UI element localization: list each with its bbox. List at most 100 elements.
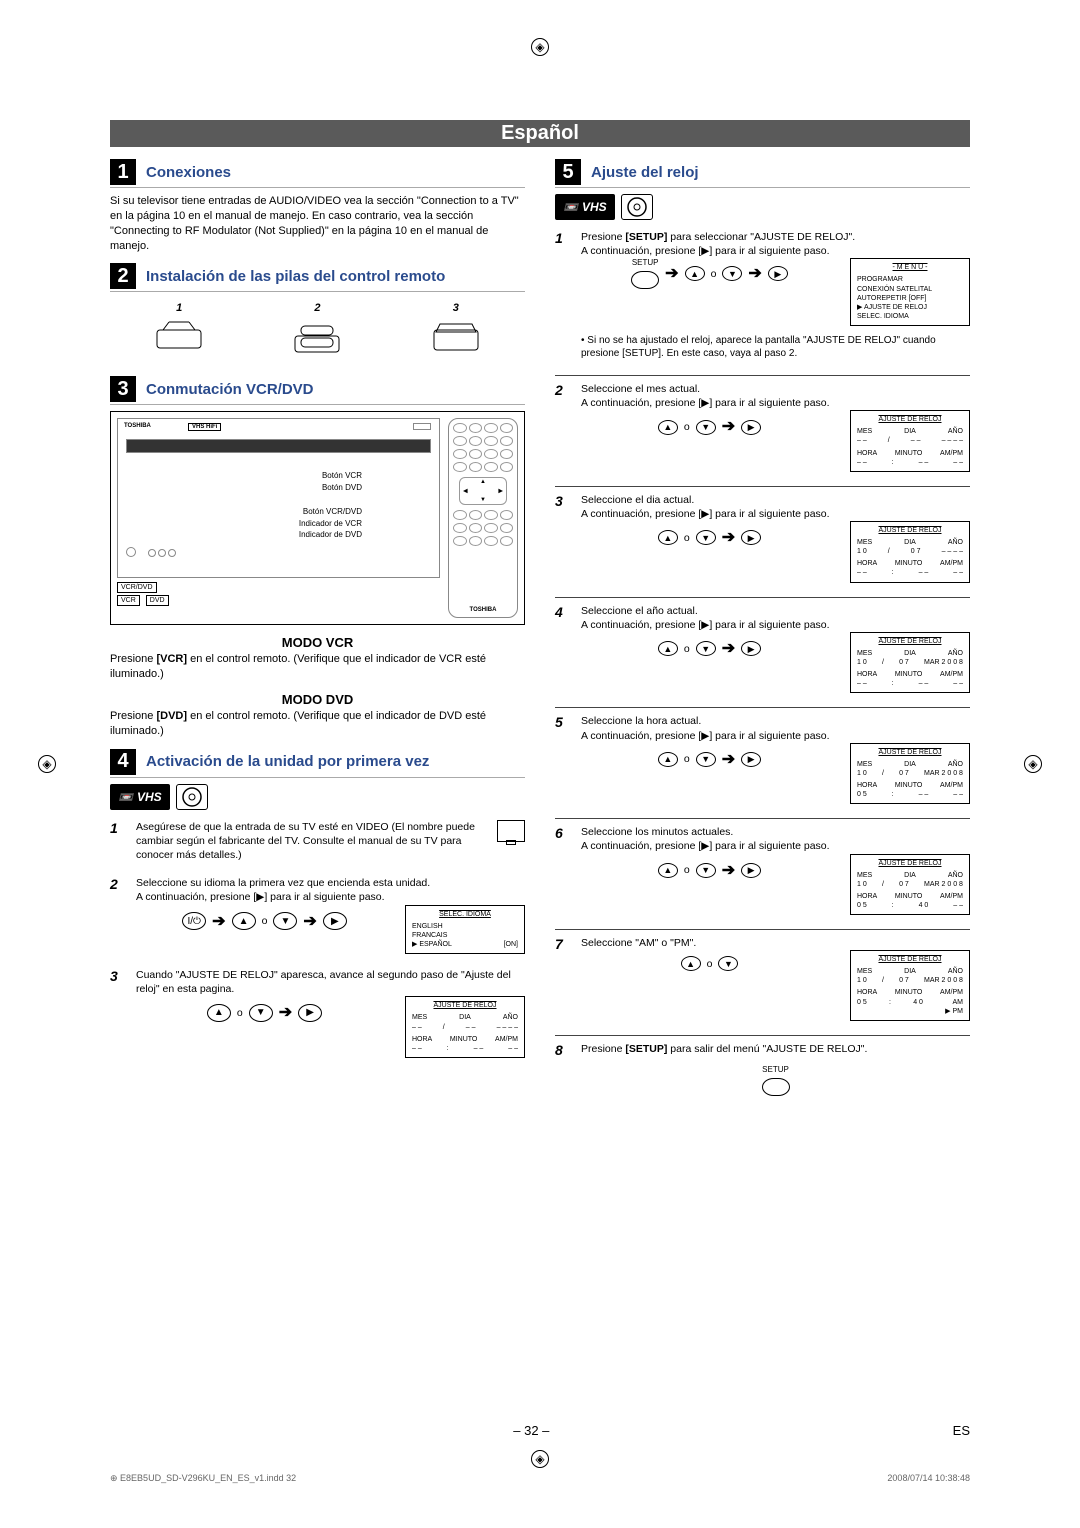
s4-step-2: 2 Seleccione su idioma la primera vez qu…: [110, 876, 525, 954]
step-number: 2: [110, 876, 124, 954]
vhs-badge: 📼 VHS: [110, 784, 170, 810]
remote-control: ◀ ▶ ▲ ▼ TOSHIBA: [448, 418, 518, 618]
s4-step-1: 1 Asegúrese de que la entrada de su TV e…: [110, 820, 525, 863]
step-text: Seleccione "AM" o "PM".: [581, 936, 970, 950]
up-button: ▲: [207, 1004, 231, 1022]
vcrdvd-label-box: VCR/DVD: [117, 582, 157, 593]
step-text: Seleccione la hora actual.: [581, 714, 970, 728]
step-number: 6: [555, 825, 569, 915]
button-sequence: ▲ o ▼ ➔ ▶: [581, 860, 838, 882]
osd-clock: AJUSTE DE RELOJ MESDIAAÑO – –/– –– – – –…: [405, 996, 525, 1057]
step-text-next: A continuación, presione [▶] para ir al …: [581, 244, 970, 258]
right-button: ▶: [741, 530, 761, 545]
s5-step-3: 3 Seleccione el dia actual. A continuaci…: [555, 493, 970, 583]
button-sequence: ▲ o ▼ ➔ ▶: [581, 638, 838, 660]
registration-mark: [531, 1450, 549, 1468]
dvd-badge: [176, 784, 208, 810]
sep: o: [711, 267, 717, 281]
arrow-icon: ➔: [665, 263, 678, 285]
sep: o: [684, 420, 690, 434]
arrow-icon: ➔: [722, 749, 735, 771]
step-text: Seleccione el año actual.: [581, 604, 970, 618]
sep: o: [684, 863, 690, 877]
s5-step-7: 7 Seleccione "AM" o "PM". ▲ o ▼ AJUSTE D…: [555, 936, 970, 1021]
step-number: 5: [555, 714, 569, 804]
vhs-label: VHS HiFi: [188, 423, 221, 431]
right-button: ▶: [741, 752, 761, 767]
osd-clock: AJUSTE DE RELOJ MESDIAAÑO 1 0/0 7MAR 2 0…: [850, 854, 970, 915]
sep: o: [707, 957, 713, 971]
arrow-icon: ➔: [279, 1002, 292, 1024]
battery-steps: 1 2 3: [110, 302, 525, 358]
section-1-head: 1 Conexiones: [110, 159, 525, 188]
right-button: ▶: [768, 266, 788, 281]
section-4-head: 4 Activación de la unidad por primera ve…: [110, 749, 525, 778]
down-button: ▼: [722, 266, 742, 281]
section-number: 2: [110, 263, 136, 289]
right-button: ▶: [741, 863, 761, 878]
callout-label: Botón VCR/DVD: [299, 506, 362, 517]
section-title: Activación de la unidad por primera vez: [146, 753, 429, 770]
section-number: 5: [555, 159, 581, 185]
callout-label: Botón VCR: [322, 470, 362, 481]
battery-icon: [287, 318, 347, 358]
up-button: ▲: [232, 912, 256, 930]
step-number: 4: [555, 604, 569, 694]
osd-clock: AJUSTE DE RELOJ MESDIAAÑO 1 0/0 7MAR 2 0…: [850, 743, 970, 804]
s5-step-8: 8 Presione [SETUP] para salir del menú "…: [555, 1042, 970, 1096]
s5-step-1: 1 Presione [SETUP] para seleccionar "AJU…: [555, 230, 970, 361]
s5-step-6: 6 Seleccione los minutos actuales. A con…: [555, 825, 970, 915]
step-label: 2: [314, 302, 320, 314]
osd-title: - M E N U -: [857, 263, 963, 272]
right-button: ▶: [323, 912, 347, 930]
osd-clock: AJUSTE DE RELOJ MESDIAAÑO 1 0/0 7MAR 2 0…: [850, 950, 970, 1021]
step-number: 1: [110, 820, 124, 863]
remote-brand: TOSHIBA: [453, 607, 513, 613]
right-button: ▶: [298, 1004, 322, 1022]
up-button: ▲: [658, 863, 678, 878]
sep: o: [262, 914, 268, 928]
step-number: 3: [555, 493, 569, 583]
arrow-icon: ➔: [722, 860, 735, 882]
section-title: Conexiones: [146, 164, 231, 181]
step-number: 1: [555, 230, 569, 361]
down-button: ▼: [696, 752, 716, 767]
sep: o: [684, 752, 690, 766]
sep: o: [684, 642, 690, 656]
osd-clock: AJUSTE DE RELOJ MESDIAAÑO 1 0/0 7MAR 2 0…: [850, 632, 970, 693]
dvd-tray: [413, 423, 431, 430]
setup-button: SETUP: [631, 258, 659, 289]
arrow-icon: ➔: [212, 911, 225, 933]
callout-label: Indicador de DVD: [299, 529, 362, 540]
arrow-icon: ➔: [722, 638, 735, 660]
step-text-next: A continuación, presione [▶] para ir al …: [581, 839, 970, 853]
power-btn-unit: [126, 547, 136, 557]
power-button: I/⏻: [182, 912, 206, 930]
osd-menu: - M E N U - PROGRAMAR CONEXIÓN SATELITAL…: [850, 258, 970, 326]
button-sequence: ▲ o ▼ ➔ ▶: [581, 527, 838, 549]
step-number: 3: [110, 968, 124, 1058]
device-diagram: TOSHIBA VHS HiFi VCR/DVD VCR D: [110, 411, 525, 625]
osd-language: SELEC. IDIOMA ENGLISH FRANCAIS ▶ ESPAÑOL…: [405, 905, 525, 954]
button-sequence: I/⏻ ➔ ▲ o ▼ ➔ ▶: [136, 911, 393, 933]
lang-code: ES: [953, 1423, 970, 1438]
callout-label: Indicador de VCR: [299, 518, 362, 529]
step-text: Seleccione el mes actual.: [581, 382, 970, 396]
file-name: E8EB5UD_SD-V296KU_EN_ES_v1.indd 32: [110, 1473, 296, 1484]
button-sequence: ▲ o ▼ ➔ ▶: [136, 1002, 393, 1024]
step-text: Presione [SETUP] para salir del menú "AJ…: [581, 1042, 970, 1056]
right-column: 5 Ajuste del reloj 📼 VHS 1 Presione [SET…: [555, 159, 970, 1110]
print-date: 2008/07/14 10:38:48: [887, 1473, 970, 1484]
arrow-icon: ➔: [303, 911, 316, 933]
section-number: 4: [110, 749, 136, 775]
sep: o: [684, 531, 690, 545]
s5-step-2: 2 Seleccione el mes actual. A continuaci…: [555, 382, 970, 472]
print-footer: E8EB5UD_SD-V296KU_EN_ES_v1.indd 32 2008/…: [110, 1473, 970, 1484]
down-button: ▼: [696, 420, 716, 435]
osd-clock: AJUSTE DE RELOJ MESDIAAÑO 1 0/0 7– – – –…: [850, 521, 970, 582]
arrow-icon: ➔: [748, 263, 761, 285]
step-text: Seleccione el dia actual.: [581, 493, 970, 507]
right-button: ▶: [741, 420, 761, 435]
registration-mark: [531, 38, 549, 56]
modo-dvd-text: Presione [DVD] en el control remoto. (Ve…: [110, 709, 525, 739]
